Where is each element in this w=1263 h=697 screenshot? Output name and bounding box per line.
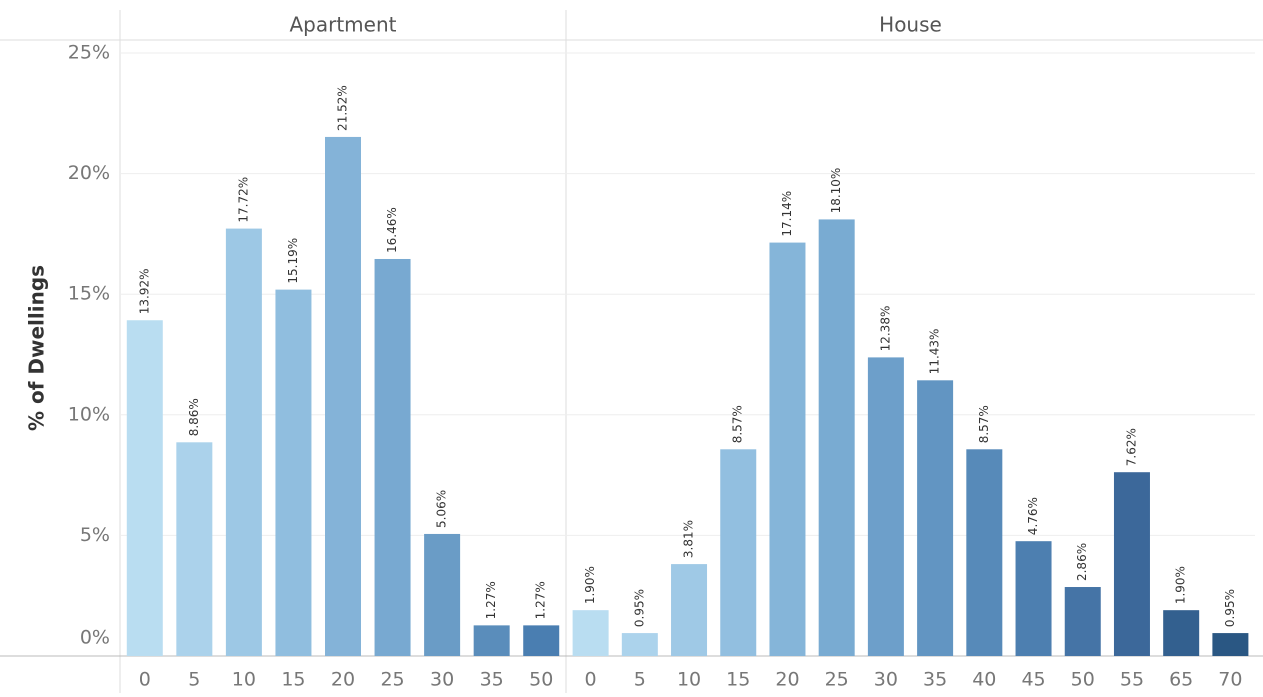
x-tick-label: 15 xyxy=(281,669,305,691)
panel-title: House xyxy=(879,13,942,37)
x-tick-label: 20 xyxy=(331,669,355,691)
x-tick-label: 70 xyxy=(1218,669,1242,691)
bar xyxy=(867,357,904,656)
bar xyxy=(621,633,658,656)
data-label: 17.72% xyxy=(236,177,250,223)
data-label: 8.57% xyxy=(731,405,745,443)
x-tick-label: 25 xyxy=(380,669,404,691)
x-tick-label: 50 xyxy=(1071,669,1095,691)
bar xyxy=(966,449,1003,656)
bar xyxy=(523,625,560,656)
x-tick-label: 10 xyxy=(232,669,256,691)
data-label: 12.38% xyxy=(878,306,892,352)
data-label: 5.06% xyxy=(435,490,449,528)
x-tick-label: 55 xyxy=(1120,669,1144,691)
data-label: 0.95% xyxy=(1223,589,1237,627)
data-label: 13.92% xyxy=(137,268,151,314)
bar xyxy=(720,449,757,656)
bar xyxy=(769,242,806,657)
x-tick-label: 35 xyxy=(480,669,504,691)
data-label: 17.14% xyxy=(780,191,794,237)
y-tick-label: 20% xyxy=(68,162,110,184)
bar xyxy=(225,228,262,656)
bar xyxy=(671,564,708,656)
x-tick-label: 30 xyxy=(874,669,898,691)
data-label: 2.86% xyxy=(1075,543,1089,581)
x-tick-label: 50 xyxy=(529,669,553,691)
bar xyxy=(1064,587,1101,656)
data-label: 4.76% xyxy=(1026,497,1040,535)
bar xyxy=(1163,610,1200,656)
x-tick-label: 5 xyxy=(188,669,200,691)
bar xyxy=(275,289,312,656)
x-tick-label: 20 xyxy=(775,669,799,691)
bar xyxy=(473,625,510,656)
data-label: 16.46% xyxy=(385,207,399,253)
y-axis-label: % of Dwellings xyxy=(25,265,49,431)
x-tick-label: 0 xyxy=(585,669,597,691)
bar xyxy=(325,136,361,656)
data-label: 1.27% xyxy=(484,581,498,619)
bar xyxy=(424,533,461,656)
bar xyxy=(176,442,213,656)
bar xyxy=(1113,472,1150,656)
x-tick-label: 40 xyxy=(972,669,996,691)
bar xyxy=(1015,541,1052,656)
panel-title: Apartment xyxy=(289,13,396,37)
data-label: 3.81% xyxy=(682,520,696,558)
x-tick-label: 30 xyxy=(430,669,454,691)
y-tick-label: 15% xyxy=(68,283,110,305)
x-tick-label: 15 xyxy=(726,669,750,691)
data-label: 8.57% xyxy=(977,405,991,443)
y-tick-label: 25% xyxy=(68,42,110,64)
data-label: 8.86% xyxy=(187,398,201,436)
x-tick-label: 5 xyxy=(634,669,646,691)
data-label: 1.27% xyxy=(534,581,548,619)
data-label: 21.52% xyxy=(336,85,350,131)
data-label: 1.90% xyxy=(583,566,597,604)
x-tick-label: 35 xyxy=(923,669,947,691)
bar xyxy=(917,380,954,656)
y-tick-label: 0% xyxy=(80,627,110,649)
bar xyxy=(818,219,855,657)
data-label: 15.19% xyxy=(286,238,300,284)
data-label: 11.43% xyxy=(928,329,942,375)
bar xyxy=(572,610,609,656)
x-tick-label: 65 xyxy=(1169,669,1193,691)
y-tick-label: 5% xyxy=(80,524,110,546)
y-tick-label: 10% xyxy=(68,403,110,425)
data-label: 18.10% xyxy=(829,168,843,214)
x-tick-label: 0 xyxy=(139,669,151,691)
data-label: 7.62% xyxy=(1124,428,1138,466)
x-tick-label: 45 xyxy=(1021,669,1045,691)
bar xyxy=(126,320,163,656)
bar xyxy=(374,258,411,656)
x-tick-label: 25 xyxy=(825,669,849,691)
data-label: 1.90% xyxy=(1174,566,1188,604)
bar xyxy=(1212,633,1249,656)
data-label: 0.95% xyxy=(632,589,646,627)
x-tick-label: 10 xyxy=(677,669,701,691)
